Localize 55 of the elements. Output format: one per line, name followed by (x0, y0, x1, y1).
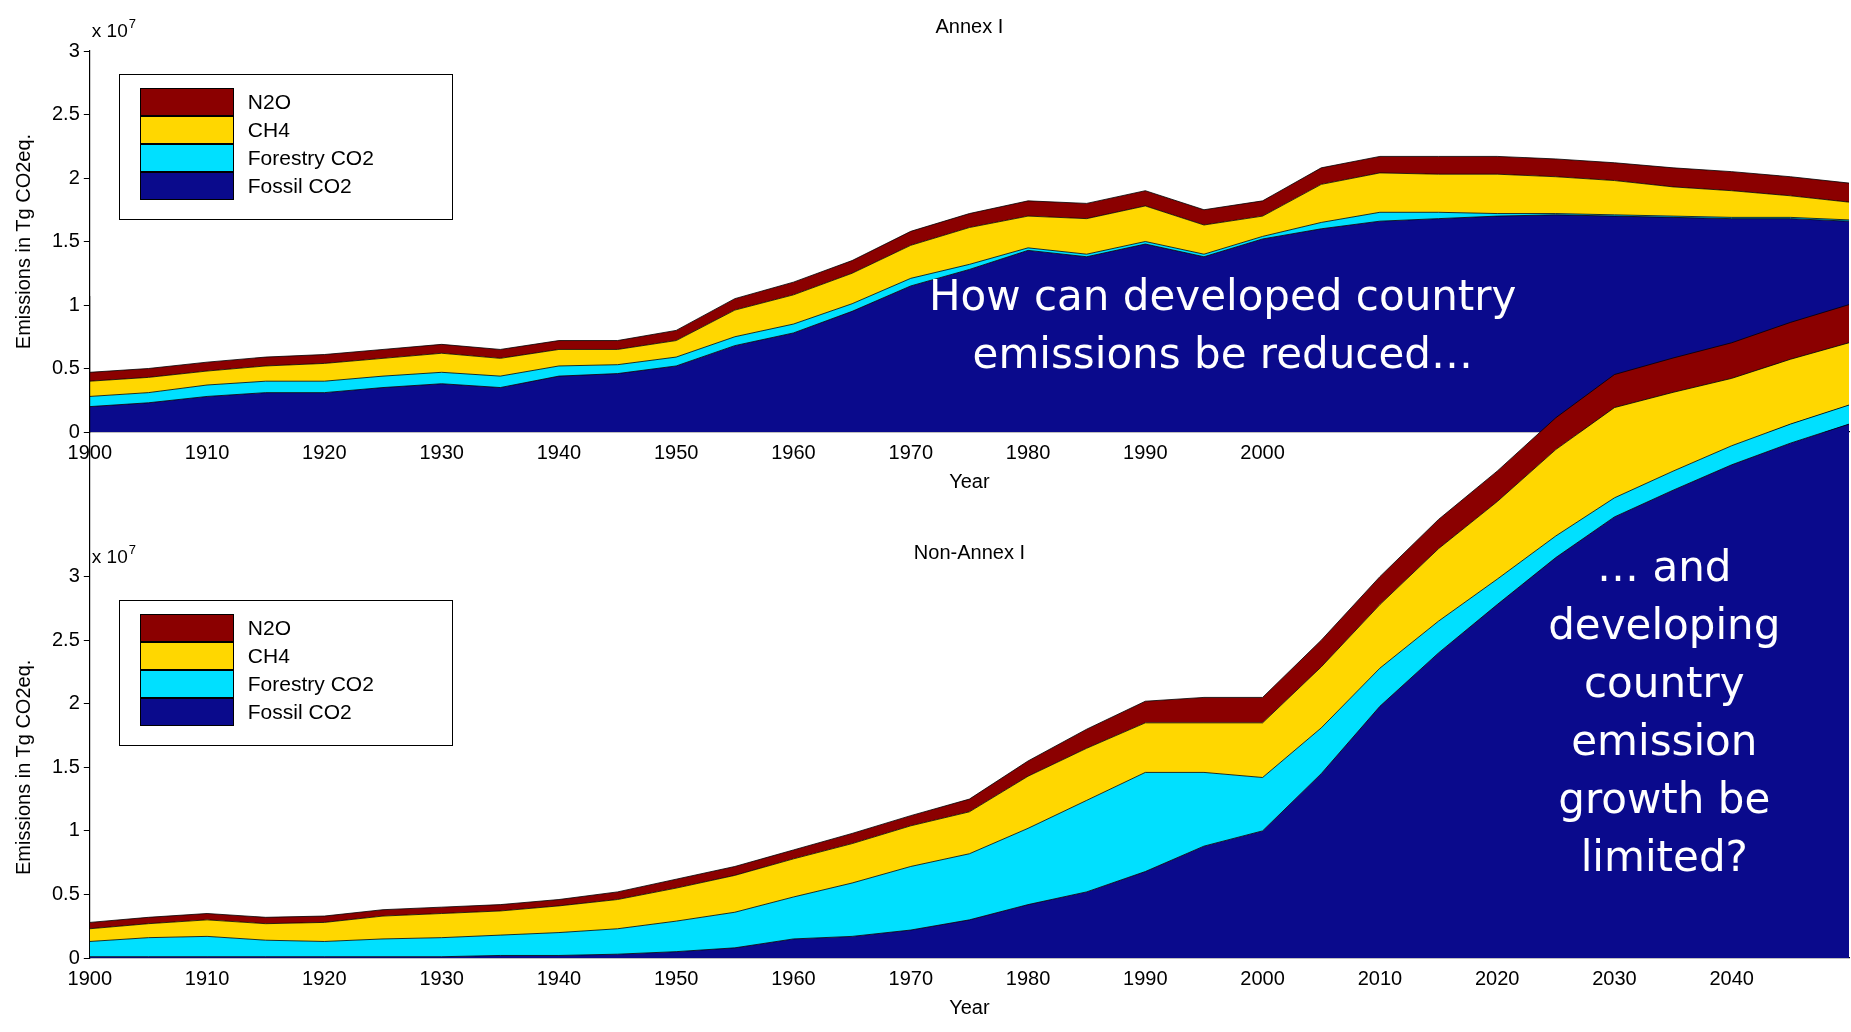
y-tick-label: 1.5 (51, 229, 80, 252)
x-tick-label: 1940 (536, 440, 582, 463)
legend-label: N2O (247, 615, 291, 640)
y-tick-label: 2.5 (51, 627, 80, 650)
y-tick-label: 3 (68, 38, 80, 61)
x-tick-label: 1940 (536, 966, 582, 989)
x-tick-label: 1950 (653, 440, 699, 463)
text: Non-Annex I (913, 540, 1025, 563)
x-tick-label: 2000 (1240, 440, 1285, 463)
x-tick-label: 1970 (888, 440, 934, 463)
y-tick-label: 2 (68, 165, 80, 188)
y-tick-label: 0.5 (51, 881, 80, 904)
y-tick-label: 1.5 (51, 754, 80, 777)
legend-label: Forestry CO2 (247, 146, 374, 170)
x-tick-label: 2010 (1357, 966, 1403, 989)
x-tick-label: 1990 (1123, 440, 1168, 463)
x-tick-label: 1980 (1005, 440, 1051, 463)
y-axis-title: Emissions in Tg CO2eq. (12, 659, 34, 875)
x-tick-label: 1910 (184, 440, 230, 463)
legend-label: Fossil CO2 (247, 174, 352, 198)
x-tick-label: 1960 (771, 440, 816, 463)
x-tick-label: 2020 (1474, 966, 1520, 989)
annotation: How can developed country emissions be reduced… (928, 271, 1517, 379)
x-tick-label: 1970 (888, 966, 934, 989)
x-tick-label: 2040 (1709, 966, 1754, 989)
y-tick-label: 0 (68, 945, 80, 968)
x-tick-label: 1990 (1123, 966, 1168, 989)
y-tick-label: 1 (68, 818, 80, 841)
x-tick-label: 1910 (184, 966, 230, 989)
x-tick-label: 2030 (1592, 966, 1637, 989)
x-tick-label: 2000 (1240, 966, 1285, 989)
x-tick-label: 1920 (302, 966, 347, 989)
y-tick-label: 2 (68, 691, 80, 714)
legend-label: Forestry CO2 (247, 671, 374, 696)
y-axis-title: Emissions in Tg CO2eq. (12, 133, 34, 350)
x-tick-label: 1930 (419, 440, 464, 463)
chart-title: Annex I (935, 15, 1004, 37)
y-tick-label: 2.5 (51, 102, 80, 125)
x-tick-label: 1930 (419, 966, 464, 989)
legend-label: Fossil CO2 (247, 699, 352, 724)
legend-label: CH4 (247, 643, 290, 668)
y-tick-label: 0.5 (51, 356, 80, 379)
x-tick-label: 1900 (67, 966, 113, 989)
annotation: … and developing country emission growth be limited? (1548, 542, 1781, 882)
x-tick-label: 1960 (771, 966, 816, 989)
x-axis-title: Year (949, 469, 990, 492)
legend-label: N2O (247, 90, 291, 114)
y-tick-label: 0 (68, 419, 80, 442)
x-tick-label: 1950 (653, 966, 699, 989)
y-tick-label: 1 (68, 292, 80, 315)
y-tick-label: 3 (68, 564, 80, 587)
x-axis-title: Year (949, 995, 990, 1018)
x-tick-label: 1980 (1005, 966, 1051, 989)
legend-label: CH4 (247, 118, 290, 142)
x-tick-label: 1920 (302, 440, 347, 463)
